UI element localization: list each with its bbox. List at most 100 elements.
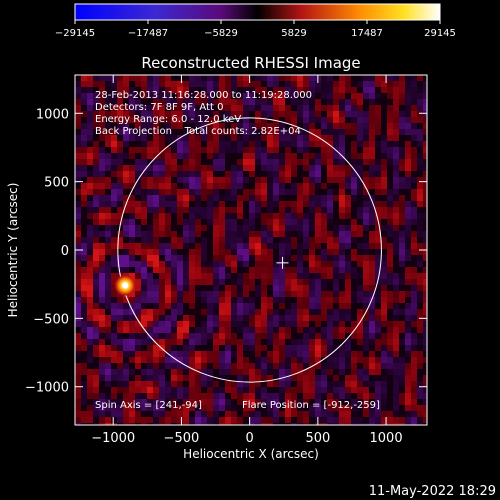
- heatmap-cell: [369, 339, 375, 345]
- heatmap-cell: [363, 153, 369, 159]
- heatmap-cell: [213, 267, 219, 273]
- heatmap-cell: [417, 99, 423, 105]
- heatmap-cell: [189, 255, 195, 261]
- heatmap-cell: [261, 417, 267, 423]
- heatmap-cell: [141, 201, 147, 207]
- heatmap-cell: [171, 303, 177, 309]
- heatmap-cell: [129, 219, 135, 225]
- heatmap-cell: [207, 213, 213, 219]
- heatmap-cell: [411, 417, 417, 423]
- heatmap-cell: [207, 195, 213, 201]
- heatmap-cell: [159, 99, 165, 105]
- heatmap-cell: [351, 237, 357, 243]
- heatmap-cell: [75, 255, 81, 261]
- heatmap-cell: [87, 171, 93, 177]
- heatmap-cell: [381, 399, 387, 405]
- heatmap-cell: [153, 75, 159, 81]
- heatmap-cell: [369, 309, 375, 315]
- heatmap-cell: [111, 201, 117, 207]
- heatmap-cell: [387, 303, 393, 309]
- heatmap-cell: [117, 87, 123, 93]
- heatmap-cell: [135, 297, 141, 303]
- heatmap-cell: [75, 411, 81, 417]
- heatmap-cell: [357, 195, 363, 201]
- heatmap-cell: [159, 213, 165, 219]
- heatmap-cell: [255, 177, 261, 183]
- heatmap-cell: [159, 423, 165, 425]
- heatmap-cell: [357, 171, 363, 177]
- heatmap-cell: [423, 267, 427, 273]
- heatmap-cell: [309, 351, 315, 357]
- heatmap-cell: [165, 339, 171, 345]
- heatmap-cell: [75, 351, 81, 357]
- heatmap-cell: [309, 75, 315, 81]
- heatmap-cell: [249, 147, 255, 153]
- heatmap-cell: [99, 177, 105, 183]
- heatmap-cell: [231, 357, 237, 363]
- heatmap-cell: [249, 135, 255, 141]
- heatmap-cell: [111, 291, 117, 297]
- heatmap-cell: [291, 369, 297, 375]
- heatmap-cell: [375, 399, 381, 405]
- heatmap-cell: [381, 135, 387, 141]
- heatmap-cell: [105, 267, 111, 273]
- heatmap-cell: [129, 207, 135, 213]
- heatmap-cell: [93, 363, 99, 369]
- heatmap-cell: [159, 225, 165, 231]
- heatmap-cell: [171, 291, 177, 297]
- heatmap-cell: [345, 189, 351, 195]
- heatmap-cell: [279, 81, 285, 87]
- heatmap-cell: [267, 249, 273, 255]
- heatmap-cell: [273, 387, 279, 393]
- heatmap-cell: [363, 393, 369, 399]
- heatmap-cell: [135, 393, 141, 399]
- heatmap-cell: [279, 147, 285, 153]
- heatmap-cell: [309, 105, 315, 111]
- heatmap-cell: [123, 135, 129, 141]
- heatmap-cell: [189, 303, 195, 309]
- heatmap-cell: [243, 171, 249, 177]
- heatmap-cell: [117, 405, 123, 411]
- heatmap-cell: [375, 231, 381, 237]
- heatmap-cell: [339, 249, 345, 255]
- heatmap-cell: [405, 309, 411, 315]
- heatmap-cell: [111, 81, 117, 87]
- heatmap-cell: [87, 363, 93, 369]
- heatmap-cell: [273, 303, 279, 309]
- heatmap-cell: [165, 75, 171, 81]
- heatmap-cell: [393, 273, 399, 279]
- heatmap-cell: [123, 411, 129, 417]
- heatmap-cell: [339, 207, 345, 213]
- heatmap-cell: [153, 393, 159, 399]
- heatmap-cell: [207, 393, 213, 399]
- heatmap-cell: [285, 147, 291, 153]
- heatmap-cell: [399, 399, 405, 405]
- heatmap-cell: [357, 327, 363, 333]
- heatmap-cell: [339, 117, 345, 123]
- heatmap-cell: [387, 231, 393, 237]
- heatmap-cell: [183, 201, 189, 207]
- heatmap-cell: [261, 357, 267, 363]
- heatmap-cell: [99, 141, 105, 147]
- heatmap-cell: [231, 195, 237, 201]
- heatmap-cell: [237, 297, 243, 303]
- heatmap-cell: [255, 249, 261, 255]
- heatmap-cell: [111, 111, 117, 117]
- heatmap-cell: [285, 273, 291, 279]
- heatmap-cell: [189, 315, 195, 321]
- heatmap-cell: [405, 243, 411, 249]
- heatmap-cell: [381, 357, 387, 363]
- heatmap-cell: [309, 369, 315, 375]
- heatmap-cell: [219, 291, 225, 297]
- heatmap-cell: [363, 279, 369, 285]
- heatmap-cell: [189, 195, 195, 201]
- heatmap-cell: [243, 285, 249, 291]
- heatmap-cell: [231, 417, 237, 423]
- heatmap-cell: [129, 87, 135, 93]
- heatmap-cell: [243, 405, 249, 411]
- heatmap-cell: [333, 285, 339, 291]
- heatmap-cell: [75, 345, 81, 351]
- heatmap-cell: [165, 99, 171, 105]
- heatmap-cell: [135, 219, 141, 225]
- heatmap-cell: [423, 177, 427, 183]
